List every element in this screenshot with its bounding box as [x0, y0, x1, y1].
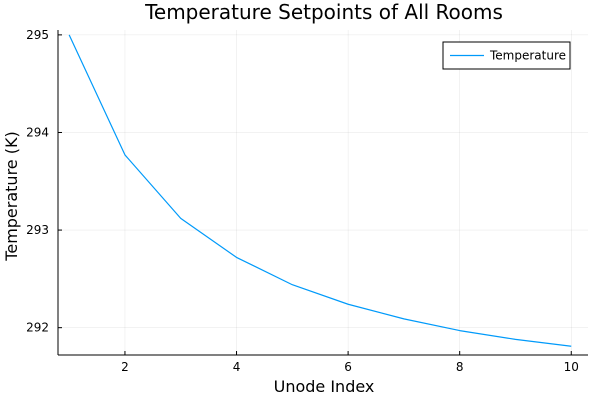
legend: Temperature — [442, 41, 571, 70]
x-tick-label: 8 — [456, 360, 464, 374]
x-tick-label: 10 — [564, 360, 579, 374]
series-line — [68, 34, 572, 347]
grid — [58, 30, 588, 355]
legend-label: Temperature — [489, 49, 566, 63]
x-tick-label: 2 — [121, 360, 129, 374]
y-tick-label: 292 — [26, 321, 49, 335]
y-tick-label: 294 — [26, 125, 49, 139]
series-group — [68, 34, 572, 347]
x-tick-label: 4 — [233, 360, 241, 374]
chart-title: Temperature Setpoints of All Rooms — [144, 0, 503, 24]
axes — [57, 30, 588, 356]
x-axis-label: Unode Index — [274, 377, 375, 396]
x-tick-labels: 2 4 6 8 10 — [121, 360, 579, 374]
y-tick-label: 295 — [26, 28, 49, 42]
y-axis-label: Temperature (K) — [2, 131, 21, 261]
y-tick-labels: 292 293 294 295 — [26, 28, 49, 335]
y-tick-label: 293 — [26, 223, 49, 237]
x-tick-label: 6 — [344, 360, 352, 374]
